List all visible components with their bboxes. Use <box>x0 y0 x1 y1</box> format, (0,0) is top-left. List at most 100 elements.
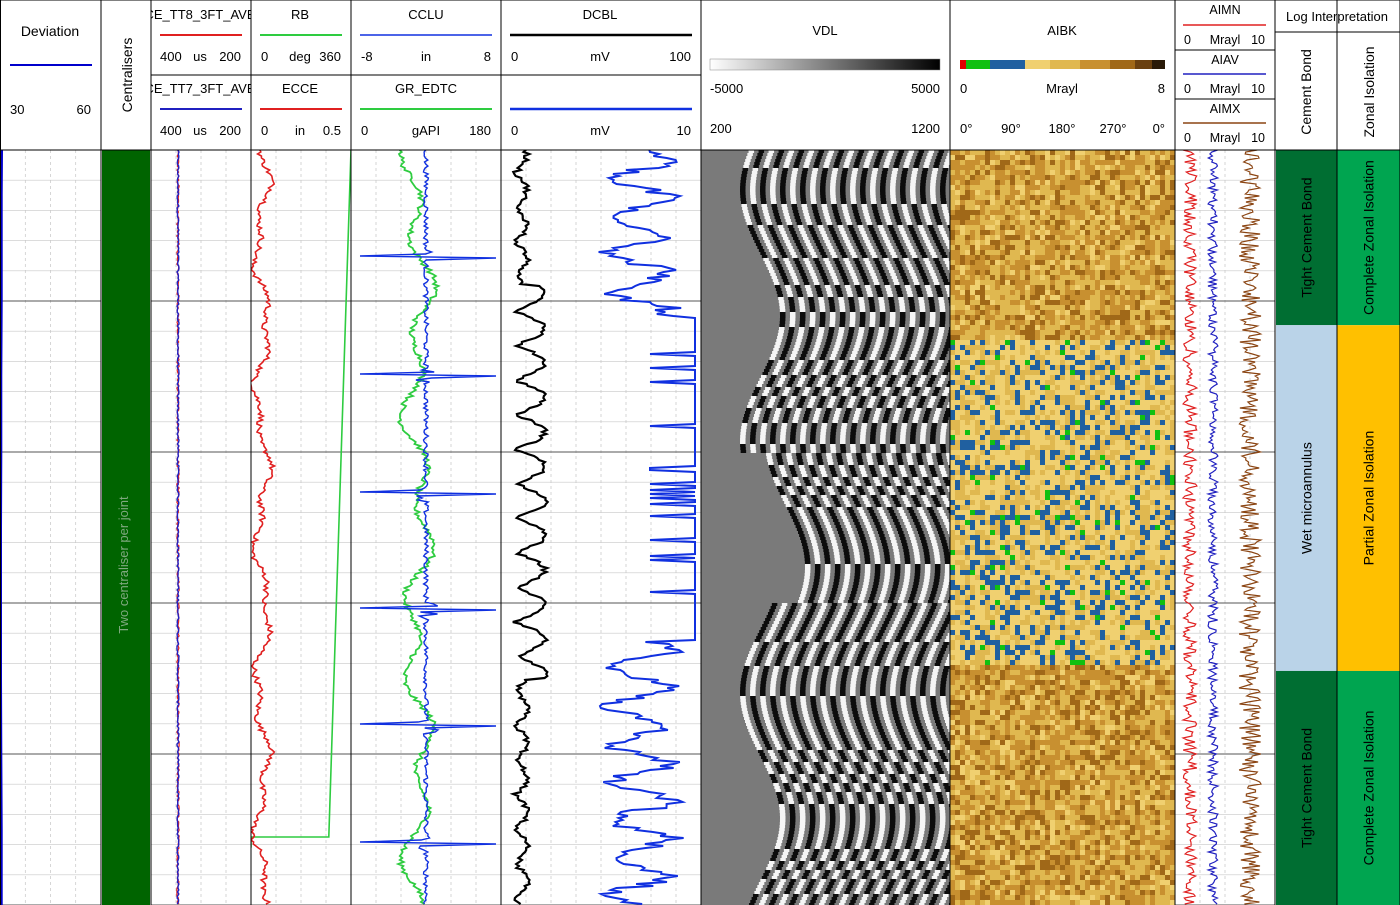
vdl-cell <box>910 432 916 435</box>
vdl-cell <box>873 282 880 285</box>
vdl-cell <box>796 408 802 411</box>
vdl-cell <box>945 789 951 792</box>
aimn-unit: Mrayl <box>1210 33 1241 47</box>
vdl-cell <box>866 615 873 618</box>
vdl-cell <box>869 753 876 756</box>
vdl-cell <box>808 402 814 405</box>
vdl-cell <box>803 165 809 168</box>
vdl-cell <box>939 303 945 306</box>
vdl-cell <box>814 240 820 243</box>
vdl-cell <box>766 636 772 639</box>
vdl-cell <box>775 888 782 891</box>
vdl-cell <box>832 669 839 672</box>
vdl-cell <box>819 312 826 315</box>
vdl-cell <box>763 741 770 744</box>
vdl-cell <box>760 441 766 444</box>
vdl-cell <box>826 615 833 618</box>
vdl-cell <box>799 807 805 810</box>
vdl-cell <box>848 402 854 405</box>
vdl-cell <box>788 861 795 864</box>
vdl-cell <box>872 237 879 240</box>
vdl-cell <box>909 774 916 777</box>
vdl-cell <box>824 480 830 483</box>
vdl-cell <box>823 873 829 876</box>
vdl-cell <box>756 636 762 639</box>
vdl-cell <box>774 639 781 642</box>
vdl-cell <box>811 543 818 546</box>
vdl-cell <box>929 813 936 816</box>
vdl-cell <box>821 276 828 279</box>
vdl-cell <box>760 183 766 186</box>
vdl-cell <box>919 321 926 324</box>
vdl-cell <box>790 471 797 474</box>
vdl-cell <box>869 309 876 312</box>
vdl-cell <box>788 330 794 333</box>
vdl-cell <box>778 654 784 657</box>
vdl-cell <box>802 168 809 171</box>
vdl-cell <box>861 603 868 606</box>
vdl-cell <box>897 153 903 156</box>
vdl-cell <box>899 378 905 381</box>
vdl-cell <box>844 717 850 720</box>
vdl-cell <box>867 225 874 228</box>
vdl-cell <box>938 300 945 303</box>
vdl-cell <box>914 261 921 264</box>
vdl-cell <box>835 366 841 369</box>
vdl-cell <box>815 660 822 663</box>
vdl-cell <box>831 255 838 258</box>
vdl-cell <box>837 153 843 156</box>
vdl-cell <box>833 582 839 585</box>
vdl-cell <box>790 177 797 180</box>
vdl-cell <box>924 567 931 570</box>
vdl-cell <box>750 702 757 705</box>
vdl-cell <box>793 849 800 852</box>
vdl-cell <box>830 438 836 441</box>
vdl-cell <box>852 672 858 675</box>
vdl-cell <box>788 402 794 405</box>
vdl-cell <box>855 843 862 846</box>
vdl-cell <box>924 720 931 723</box>
vdl-cell <box>932 672 938 675</box>
vdl-cell <box>890 702 897 705</box>
vdl-cell <box>839 399 846 402</box>
vdl-cell <box>792 738 798 741</box>
vdl-cell <box>871 474 878 477</box>
vdl-cell <box>934 501 940 504</box>
vdl-cell <box>823 282 830 285</box>
vdl-cell <box>792 279 799 282</box>
vdl-cell <box>942 852 949 855</box>
vdl-cell <box>890 450 897 453</box>
vdl-cell <box>910 375 917 378</box>
vdl-cell <box>868 831 875 834</box>
vdl-cell <box>854 411 861 414</box>
vdl-cell <box>843 552 850 555</box>
vdl-cell <box>831 276 838 279</box>
dcbl-amp-curve <box>597 150 696 905</box>
vdl-cell <box>773 165 779 168</box>
vdl-cell <box>800 702 807 705</box>
vdl-cell <box>905 504 912 507</box>
vdl-cell <box>942 519 949 522</box>
vdl-cell <box>842 393 848 396</box>
aiav-min: 0 <box>1184 82 1191 96</box>
vdl-cell <box>921 276 928 279</box>
vdl-cell <box>944 162 950 165</box>
vdl-cell <box>790 231 796 234</box>
vdl-cell <box>901 426 907 429</box>
vdl-cell <box>788 804 795 807</box>
vdl-cell <box>784 663 791 666</box>
vdl-cell <box>800 180 806 183</box>
vdl-cell <box>878 804 885 807</box>
vdl-cell <box>917 459 923 462</box>
vdl-cell <box>750 687 756 690</box>
vdl-cell <box>912 759 919 762</box>
vdl-cell <box>773 642 779 645</box>
vdl-cell <box>916 456 923 459</box>
vdl-cell <box>784 846 791 849</box>
vdl-cell <box>924 558 931 561</box>
vdl-cell <box>914 567 921 570</box>
vdl-cell <box>811 171 818 174</box>
vdl-cell <box>775 789 781 792</box>
vdl-cell <box>772 420 778 423</box>
vdl-cell <box>860 696 866 699</box>
